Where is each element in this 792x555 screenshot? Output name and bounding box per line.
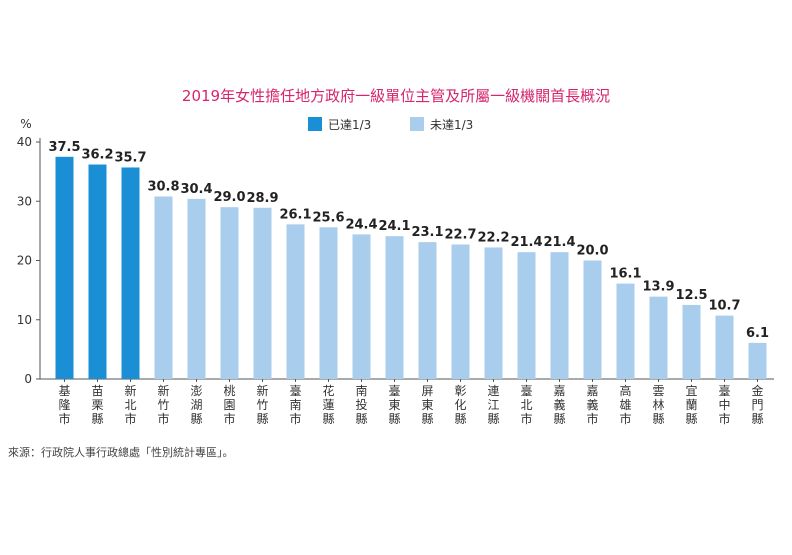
bar [550, 252, 569, 379]
x-tick-label: 基隆市 [58, 384, 70, 426]
bar-value-label: 23.1 [411, 225, 443, 240]
bar [748, 342, 767, 379]
bar-value-label: 29.0 [213, 190, 245, 205]
bar [484, 247, 503, 379]
x-tick-label: 彰化縣 [454, 383, 466, 426]
y-tick-label: 30 [17, 194, 32, 208]
bar [55, 156, 74, 379]
x-tick-label: 連江縣 [487, 384, 499, 426]
legend-item-not: 未達1/3 [410, 116, 473, 132]
bar-value-label: 20.0 [576, 244, 608, 259]
bar-value-label: 10.7 [708, 299, 740, 314]
x-tick-label: 苗栗縣 [91, 384, 103, 426]
x-tick-label: 嘉義市 [586, 384, 598, 426]
bar [286, 224, 305, 379]
bar [352, 234, 371, 379]
legend-label-reached: 已達1/3 [328, 117, 372, 132]
bar-value-label: 30.8 [147, 180, 179, 195]
bar-value-label: 24.4 [345, 217, 377, 232]
bar-value-label: 28.9 [246, 191, 278, 206]
bar [319, 227, 338, 379]
bar-value-label: 25.6 [312, 210, 344, 225]
x-tick-label: 宜蘭縣 [685, 383, 697, 426]
legend-item-reached: 已達1/3 [308, 116, 371, 132]
bar-value-label: 13.9 [642, 280, 674, 295]
bar [616, 283, 635, 379]
x-tick-label: 高雄市 [619, 383, 631, 426]
x-tick-label: 臺北市 [520, 383, 532, 426]
x-tick-label: 新竹市 [157, 383, 169, 426]
y-tick-label: 10 [17, 313, 32, 327]
bar-value-label: 37.5 [48, 140, 80, 155]
bar-value-label: 16.1 [609, 267, 641, 282]
bar-value-label: 26.1 [279, 207, 311, 222]
bar [88, 164, 107, 379]
y-tick-label: 20 [17, 254, 32, 268]
x-tick-label: 臺南市 [289, 383, 301, 426]
bar-value-label: 35.7 [114, 150, 146, 165]
bar [451, 244, 470, 379]
bar [682, 304, 701, 379]
bar-value-label: 22.7 [444, 228, 476, 243]
legend-swatch-not [410, 117, 424, 131]
bar [187, 198, 206, 379]
bar-value-label: 22.2 [477, 230, 509, 245]
bar-value-label: 21.4 [510, 235, 542, 250]
bar-value-label: 30.4 [180, 182, 212, 197]
x-tick-label: 雲林縣 [652, 384, 664, 426]
chart-title: 2019年女性擔任地方政府一級單位主管及所屬一級機關首長概況 [181, 87, 611, 105]
legend-label-not: 未達1/3 [430, 117, 474, 132]
x-tick-label: 新北市 [124, 383, 136, 426]
bar [385, 236, 404, 379]
bar-value-label: 36.2 [81, 148, 113, 163]
bar [154, 196, 173, 379]
bar [583, 260, 602, 379]
x-tick-label: 南投縣 [355, 383, 367, 426]
x-tick-label: 新竹縣 [256, 383, 268, 426]
x-tick-label: 嘉義縣 [553, 384, 565, 426]
x-tick-label: 屏東縣 [421, 384, 433, 426]
bar-value-label: 21.4 [543, 235, 575, 250]
bar-value-label: 12.5 [675, 288, 707, 303]
bar [220, 207, 239, 379]
x-tick-label: 桃園市 [223, 383, 235, 426]
bar [517, 252, 536, 379]
legend-swatch-reached [308, 117, 322, 131]
source-note: 來源：行政院人事行政總處「性別統計專區」。 [8, 446, 234, 459]
x-tick-label: 花蓮縣 [322, 383, 334, 426]
bar-value-label: 24.1 [378, 219, 410, 234]
y-tick-label: 40 [17, 135, 32, 149]
x-tick-label: 澎湖縣 [190, 384, 202, 426]
bar [649, 296, 668, 379]
bar [715, 315, 734, 379]
x-tick-label: 金門縣 [751, 383, 763, 426]
bar [121, 167, 140, 379]
y-axis-label: % [20, 117, 31, 131]
bar [253, 207, 272, 379]
y-tick-label: 0 [24, 372, 32, 386]
x-tick-label: 臺東縣 [388, 383, 400, 426]
x-tick-label: 臺中市 [718, 383, 730, 426]
bar-value-label: 6.1 [746, 326, 769, 341]
bar [418, 242, 437, 379]
